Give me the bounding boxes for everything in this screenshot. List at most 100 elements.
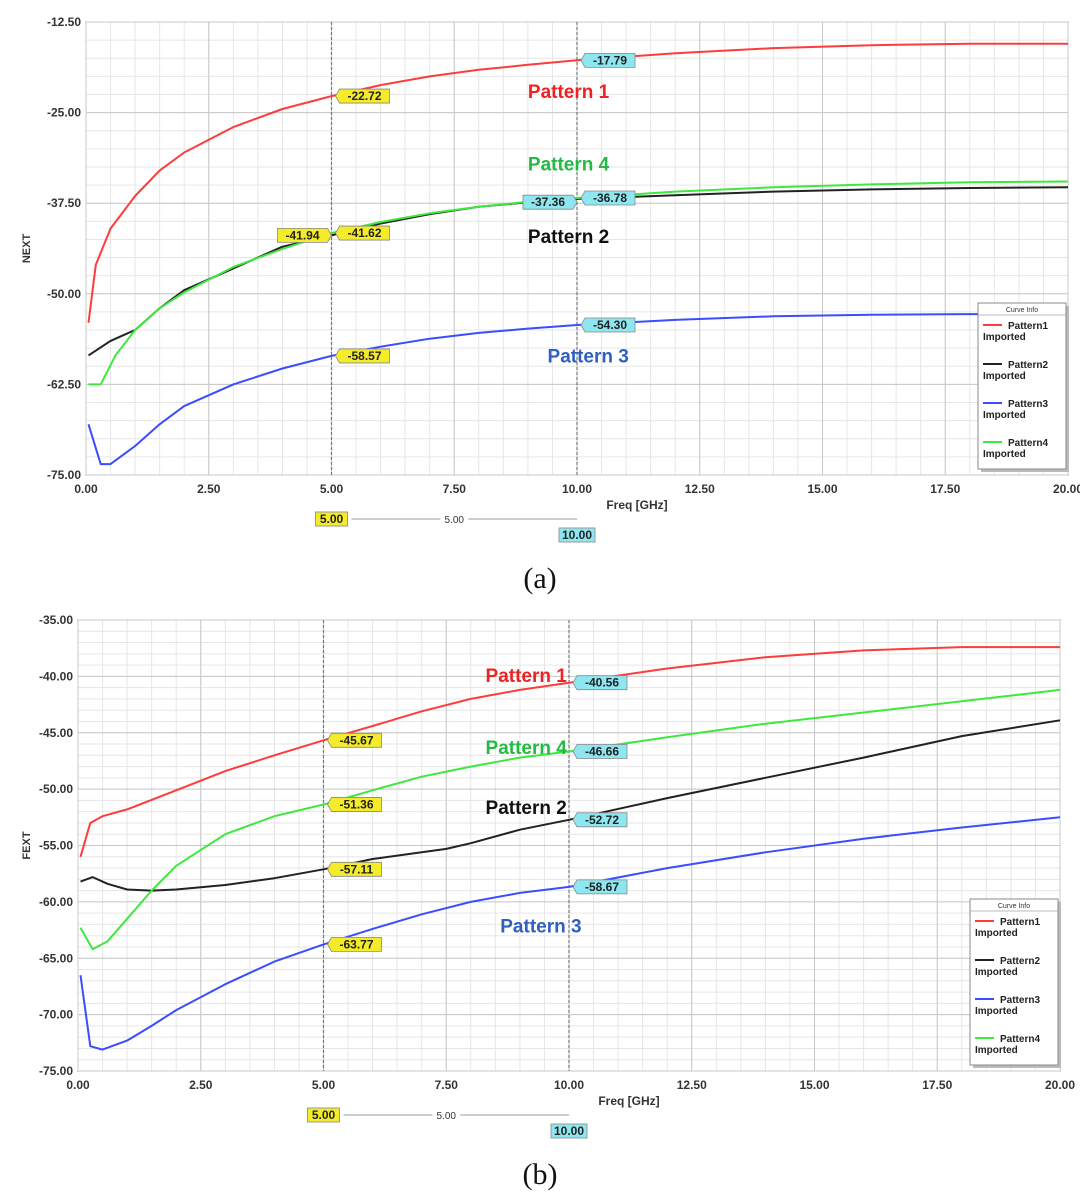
x-tick-label: 15.00: [807, 482, 837, 496]
chart-next-svg: 0.00 2.50 5.00 7.50 10.00 12.50 15.00 17.50 20.0…: [21, 15, 1080, 543]
marker-box: [277, 227, 332, 243]
marker: -40.56: [572, 675, 628, 691]
marker-box: [572, 812, 628, 828]
pattern-annotation: Pattern 1: [528, 82, 610, 103]
y-tick-label: -75.00: [47, 468, 81, 482]
marker-box: [327, 797, 382, 812]
legend-entry-sub: Imported: [975, 967, 1018, 978]
delta-start-box: [315, 511, 348, 527]
marker-box: [335, 225, 390, 241]
marker: -17.79: [580, 52, 636, 68]
x-tick-label: 0.00: [74, 482, 98, 496]
marker: -41.62: [335, 225, 390, 241]
pattern-annotation: Pattern 3: [500, 916, 581, 937]
y-tick-label: -60.00: [39, 895, 73, 909]
y-tick-label: -45.00: [39, 726, 73, 740]
marker: -63.77: [327, 936, 382, 952]
x-tick-label: 7.50: [443, 482, 467, 496]
marker-box: [572, 744, 628, 759]
y-tick-label: -70.00: [39, 1008, 73, 1022]
caption-b: (b): [522, 1158, 558, 1191]
y-tick-label: -62.50: [47, 377, 81, 391]
x-tick-label: 15.00: [799, 1078, 829, 1092]
marker-label: -54.30: [593, 318, 627, 332]
pattern-annotation: Pattern 3: [548, 347, 629, 368]
legend-entry-name: Pattern4: [1008, 438, 1048, 449]
marker-label: -40.56: [585, 676, 619, 690]
legend-entry-sub: Imported: [983, 332, 1026, 343]
legend-entry-sub: Imported: [983, 371, 1026, 382]
x-tick-label: 10.00: [554, 1078, 584, 1092]
y-tick-label: -40.00: [39, 669, 73, 683]
x-axis-title: Freq [GHz]: [606, 498, 667, 512]
delta-end-box: [558, 527, 596, 543]
y-tick-label: -65.00: [39, 951, 73, 965]
series-line-pattern2: [80, 719, 1061, 892]
marker-box: [327, 732, 382, 748]
marker: -58.57: [335, 348, 390, 364]
marker: -22.72: [335, 88, 390, 104]
series-line-pattern4: [79, 688, 1061, 951]
chart-next: 0.00 2.50 5.00 7.50 10.00 12.50 15.00 17.50 20.0…: [0, 0, 1080, 560]
delta-bar: 5.00 5.00 10.00: [307, 1107, 588, 1139]
marker: -37.36: [522, 194, 578, 210]
pattern-annotation: Pattern 4: [486, 738, 568, 759]
delta-mid-bg: [432, 1109, 461, 1121]
chart-fext-svg: 0.00 2.50 5.00 7.50 10.00 12.50 15.00 17.50 20.0…: [21, 613, 1075, 1139]
legend-title: Curve Info: [1006, 307, 1038, 314]
delta-mid-label: 5.00: [445, 515, 465, 526]
x-tick-label: 20.00: [1053, 482, 1080, 496]
marker-label: -51.36: [339, 797, 373, 811]
marker: -52.72: [572, 812, 628, 828]
marker-box: [580, 190, 636, 206]
marker-box: [580, 317, 636, 333]
marker: -57.11: [327, 861, 382, 877]
marker-box: [335, 348, 390, 364]
legend-entry-name: Pattern1: [1008, 321, 1048, 332]
y-tick-label: -55.00: [39, 839, 73, 853]
legend-entry-name: Pattern4: [1000, 1034, 1040, 1045]
marker: -45.67: [327, 732, 382, 748]
marker-box: [572, 675, 628, 691]
y-axis-title: FEXT: [21, 831, 33, 859]
delta-bar: 5.00 5.00 10.00: [315, 511, 596, 543]
marker-label: -63.77: [339, 937, 373, 951]
y-tick-label: -75.00: [39, 1064, 73, 1078]
legend-entry-name: Pattern3: [1008, 399, 1048, 410]
marker-box: [327, 861, 382, 877]
marker-label: -41.62: [347, 226, 381, 240]
legend-entry-sub: Imported: [983, 449, 1026, 460]
marker: -54.30: [580, 317, 636, 333]
marker-label: -41.94: [285, 228, 319, 242]
legend-entry-sub: Imported: [983, 410, 1026, 421]
x-tick-label: 12.50: [685, 482, 715, 496]
legend-title: Curve Info: [998, 903, 1030, 910]
marker: -41.94: [277, 227, 332, 243]
delta-end-label: 10.00: [562, 528, 592, 542]
marker: -58.67: [572, 879, 628, 895]
y-axis-title: NEXT: [21, 234, 33, 264]
marker-label: -46.66: [585, 744, 619, 758]
x-tick-label: 0.00: [66, 1078, 90, 1092]
marker-box: [327, 936, 382, 952]
marker: -51.36: [327, 797, 382, 812]
legend-entry-sub: Imported: [975, 1045, 1018, 1056]
series-line-pattern3: [79, 816, 1061, 1051]
legend-entry-name: Pattern1: [1000, 917, 1040, 928]
x-axis-title: Freq [GHz]: [598, 1094, 659, 1108]
delta-start-box: [307, 1107, 340, 1123]
delta-mid-bg: [440, 513, 469, 525]
marker-label: -58.67: [585, 880, 619, 894]
x-tick-label: 10.00: [562, 482, 592, 496]
pattern-annotation: Pattern 2: [486, 798, 567, 819]
series-line-pattern1: [87, 42, 1068, 323]
delta-end-label: 10.00: [554, 1124, 584, 1138]
marker: -46.66: [572, 744, 628, 759]
legend-entry-name: Pattern3: [1000, 995, 1040, 1006]
pattern-annotation: Pattern 1: [486, 666, 568, 687]
legend: Curve InfoPattern1ImportedPattern2Import…: [969, 898, 1061, 1068]
marker-label: -58.57: [347, 349, 381, 363]
x-tick-label: 17.50: [930, 482, 960, 496]
y-tick-label: -50.00: [39, 782, 73, 796]
marker-label: -37.36: [531, 195, 565, 209]
